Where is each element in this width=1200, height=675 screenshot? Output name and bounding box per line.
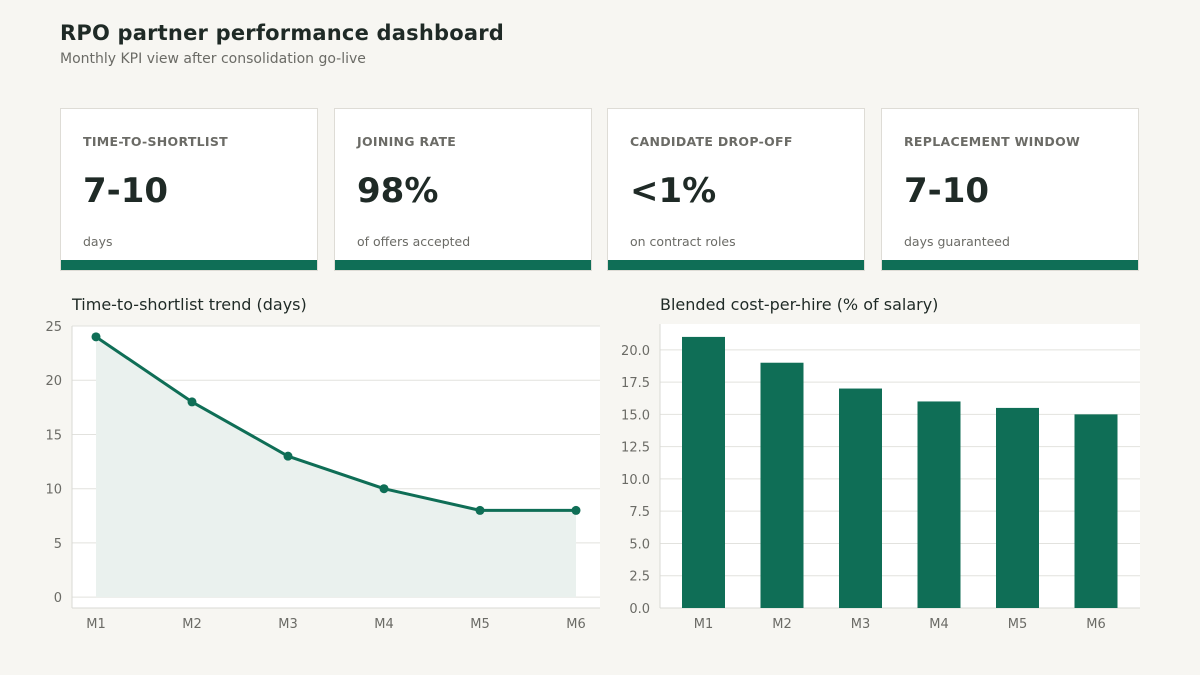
line-x-tick-label: M5	[470, 617, 490, 632]
line-y-tick-label: 10	[45, 483, 62, 498]
bar	[917, 401, 961, 608]
bar	[682, 336, 725, 608]
bar-y-tick-label: 20.0	[621, 344, 650, 359]
bar-x-tick-label: M3	[851, 617, 871, 632]
bar	[760, 362, 804, 608]
bar	[839, 388, 882, 608]
kpi-value: <1%	[630, 171, 717, 211]
line-y-tick-label: 15	[45, 428, 62, 443]
kpi-card-joining-rate: JOINING RATE 98% of offers accepted	[334, 108, 592, 271]
kpi-label: CANDIDATE DROP-OFF	[630, 134, 793, 149]
line-x-tick-label: M2	[182, 617, 202, 632]
line-point	[187, 397, 197, 407]
kpi-accent-bar	[335, 260, 591, 270]
line-x-tick-label: M4	[374, 617, 394, 632]
kpi-card-replacement-window: REPLACEMENT WINDOW 7-10 days guaranteed	[881, 108, 1139, 271]
kpi-value: 7-10	[904, 171, 990, 211]
bar-y-tick-label: 15.0	[621, 408, 650, 423]
bar	[996, 407, 1039, 608]
line-y-tick-label: 25	[45, 320, 62, 335]
line-x-tick-label: M3	[278, 617, 298, 632]
bar-y-tick-label: 2.5	[629, 570, 650, 585]
line-area-fill	[96, 336, 576, 598]
line-point	[571, 505, 581, 515]
page-title: RPO partner performance dashboard	[60, 21, 505, 45]
kpi-label: TIME-TO-SHORTLIST	[83, 134, 229, 149]
kpi-label: JOINING RATE	[357, 134, 457, 149]
bar-x-tick-label: M2	[772, 617, 792, 632]
kpi-label: REPLACEMENT WINDOW	[904, 134, 1081, 149]
kpi-note: days guaranteed	[904, 234, 1010, 249]
line-y-tick-label: 5	[54, 537, 62, 552]
bar	[1074, 414, 1118, 608]
kpi-accent-bar	[61, 260, 317, 270]
bar-y-tick-label: 0.0	[629, 602, 650, 617]
bar-x-tick-label: M1	[694, 617, 714, 632]
bar-y-tick-label: 7.5	[629, 505, 650, 520]
page-subtitle: Monthly KPI view after consolidation go-…	[60, 51, 366, 67]
line-point	[475, 505, 485, 515]
kpi-card-candidate-drop-off: CANDIDATE DROP-OFF <1% on contract roles	[607, 108, 865, 271]
bar-y-tick-label: 5.0	[629, 537, 650, 552]
line-chart-title: Time-to-shortlist trend (days)	[72, 295, 307, 314]
line-point	[91, 332, 101, 342]
line-x-tick-label: M6	[566, 617, 586, 632]
line-y-tick-label: 0	[54, 591, 62, 606]
kpi-accent-bar	[882, 260, 1138, 270]
bar-y-tick-label: 10.0	[621, 473, 650, 488]
kpi-value: 7-10	[83, 171, 169, 211]
bar-plot-area	[660, 324, 1140, 608]
line-point	[283, 451, 293, 461]
line-x-tick-label: M1	[86, 617, 106, 632]
bar-x-tick-label: M5	[1008, 617, 1028, 632]
kpi-note: on contract roles	[630, 234, 736, 249]
bar-x-tick-label: M4	[929, 617, 949, 632]
bar-y-tick-label: 17.5	[621, 376, 650, 391]
kpi-card-time-to-shortlist: TIME-TO-SHORTLIST 7-10 days	[60, 108, 318, 271]
kpi-accent-bar	[608, 260, 864, 270]
line-y-tick-label: 20	[45, 374, 62, 389]
bar-chart-title: Blended cost-per-hire (% of salary)	[660, 295, 939, 314]
kpi-value: 98%	[357, 171, 439, 211]
bar-y-tick-label: 12.5	[621, 441, 650, 456]
line-series	[95, 335, 576, 512]
line-point	[379, 484, 389, 494]
kpi-note: days	[83, 234, 113, 249]
bar-x-tick-label: M6	[1086, 617, 1106, 632]
kpi-note: of offers accepted	[357, 234, 471, 249]
